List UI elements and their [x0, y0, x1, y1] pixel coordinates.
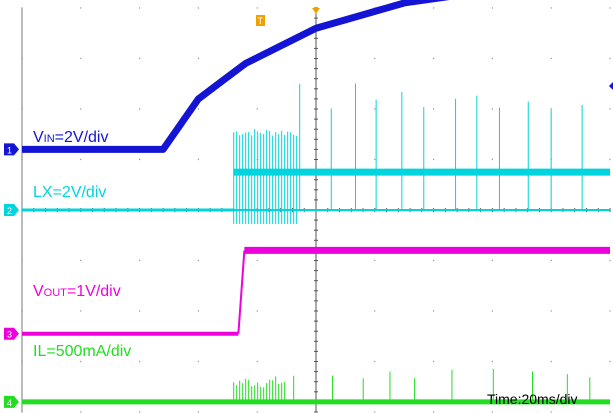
channel-3-number: 3: [7, 330, 12, 340]
channel-1-number: 1: [7, 145, 12, 155]
grid-dot: [609, 7, 611, 9]
grid-dot: [432, 411, 435, 413]
grid-dot: [491, 158, 494, 161]
grid-dot: [609, 411, 611, 413]
grid-dot: [374, 57, 376, 60]
grid-dot: [80, 310, 82, 312]
grid-dot: [609, 310, 611, 312]
grid-dot: [138, 259, 141, 262]
grid-dot: [550, 7, 552, 9]
grid-dot: [197, 7, 200, 9]
grid-dot: [432, 310, 435, 312]
grid-dot: [138, 310, 141, 312]
grid-dot: [550, 360, 552, 363]
channel-markers: 1 2 3 4 T: [4, 8, 613, 408]
grid-dot: [197, 158, 200, 161]
time-scale-label: Time:20ms/div: [487, 391, 578, 407]
grid-dot: [138, 411, 141, 413]
trigger-marker-label: T: [258, 16, 264, 26]
vout-label: VOUT=1V/div: [33, 283, 121, 300]
grid-dot: [609, 158, 611, 161]
grid-dot: [609, 259, 611, 262]
grid-dot: [256, 360, 258, 363]
grid-dot: [432, 360, 435, 363]
lx-label: LX=2V/div: [33, 184, 106, 201]
grid-dot: [609, 360, 611, 363]
grid-dot: [256, 259, 258, 262]
grid-dot: [256, 310, 258, 312]
vout-trace-step: [237, 250, 246, 334]
grid-dot: [550, 57, 552, 60]
grid-dot: [256, 108, 258, 110]
grid-dot: [138, 108, 141, 110]
grid-dot: [197, 411, 200, 413]
grid-dot: [256, 411, 258, 413]
grid-dot: [138, 158, 141, 161]
vin-trace: [22, 0, 450, 153]
grid-dot: [374, 360, 376, 363]
grid-dot: [197, 108, 200, 110]
grid-dot: [197, 310, 200, 312]
grid-dot: [550, 310, 552, 312]
grid-dot: [491, 310, 494, 312]
grid-dot: [80, 158, 82, 161]
grid-dot: [138, 57, 141, 60]
grid-dot: [491, 108, 494, 110]
trace-labels: VIN=2V/div LX=2V/div VOUT=1V/div IL=500m…: [33, 129, 578, 407]
grid-dot: [491, 411, 494, 413]
grid-dot: [491, 7, 494, 9]
grid-dot: [374, 158, 376, 161]
grid-dot: [138, 360, 141, 363]
channel-4-number: 4: [7, 398, 12, 408]
traces: [22, 0, 610, 405]
grid-dot: [374, 310, 376, 312]
grid-dot: [550, 411, 552, 413]
trigger-marker: [256, 15, 265, 26]
grid-dot: [432, 158, 435, 161]
grid-dot: [197, 259, 200, 262]
grid-dot: [491, 259, 494, 262]
grid-dot: [80, 360, 82, 363]
grid-dot: [197, 57, 200, 60]
grid-dot: [197, 360, 200, 363]
grid-dot: [432, 108, 435, 110]
grid-dot: [80, 108, 82, 110]
grid-dot: [80, 411, 82, 413]
grid-dot: [374, 108, 376, 110]
grid-dot: [432, 57, 435, 60]
grid-dot: [80, 7, 82, 9]
grid-dot: [374, 259, 376, 262]
il-label: IL=500mA/div: [33, 343, 131, 360]
channel-4-marker: [4, 395, 19, 408]
channel-2-number: 2: [7, 206, 12, 216]
grid-dot: [491, 57, 494, 60]
trigger-position-marker: [312, 8, 320, 14]
grid-dot: [550, 108, 552, 110]
grid-dot: [374, 411, 376, 413]
grid-dot: [491, 360, 494, 363]
grid-dot: [609, 108, 611, 110]
channel-3-marker: [4, 327, 19, 340]
trigger-level-marker: [609, 82, 613, 90]
grid-dot: [80, 57, 82, 60]
grid-dot: [432, 7, 435, 9]
grid-dot: [609, 57, 611, 60]
channel-2-marker: [4, 204, 19, 216]
grid-dot: [432, 259, 435, 262]
channel-1-marker: [4, 143, 19, 156]
vin-label: VIN=2V/div: [33, 129, 108, 146]
grid-dot: [80, 259, 82, 262]
grid-dot: [138, 7, 141, 9]
grid-dot: [550, 259, 552, 262]
grid-dot: [256, 7, 258, 9]
